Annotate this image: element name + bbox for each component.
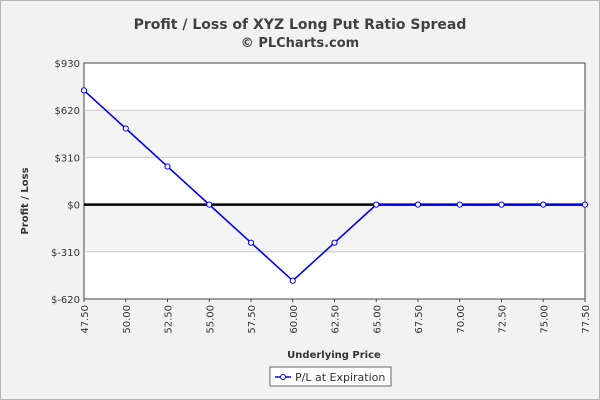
data-point[interactable]	[581, 201, 589, 208]
x-tick-label: 52.50	[164, 305, 175, 334]
chart-title: Profit / Loss of XYZ Long Put Ratio Spre…	[133, 17, 467, 33]
y-tick-label: $310	[55, 153, 80, 164]
y-tick-label: $-620	[51, 295, 80, 306]
chart-subtitle: © PLCharts.com	[240, 36, 360, 51]
y-axis-title: Profit / Loss	[20, 167, 31, 234]
x-tick-label: 55.00	[205, 305, 216, 334]
x-tick-label: 70.00	[456, 305, 467, 334]
legend[interactable]: P/L at Expiration	[269, 366, 392, 387]
y-tick-label: $0	[67, 201, 80, 212]
series-group	[80, 87, 589, 284]
x-tick-label: 50.00	[122, 305, 133, 334]
y-tick-label: $620	[55, 106, 80, 117]
plot-area	[83, 62, 586, 300]
data-point[interactable]	[456, 201, 463, 208]
x-tick-label: 67.50	[414, 305, 425, 334]
legend-box	[269, 366, 392, 387]
x-tick-label: 65.00	[372, 305, 383, 334]
x-axis-title: Underlying Price	[287, 350, 381, 361]
data-point[interactable]	[540, 201, 547, 208]
data-point[interactable]	[206, 201, 213, 208]
data-point[interactable]	[331, 239, 338, 246]
x-tick-label: 77.50	[581, 305, 592, 334]
y-tick-label: $930	[55, 59, 80, 70]
grid-lines	[84, 109, 585, 253]
data-point[interactable]	[80, 87, 88, 94]
x-tick-label: 57.50	[247, 305, 258, 334]
data-point[interactable]	[414, 201, 422, 208]
plot-bands	[84, 110, 585, 252]
data-point[interactable]	[247, 239, 255, 246]
legend-marker-icon	[280, 374, 286, 380]
legend-label: P/L at Expiration	[295, 371, 385, 384]
x-tick-label: 72.50	[498, 305, 509, 334]
data-point[interactable]	[122, 125, 129, 132]
x-tick-label: 47.50	[80, 305, 91, 334]
data-point[interactable]	[498, 201, 505, 208]
y-tick-label: $-310	[51, 248, 80, 259]
x-axis-ticks: 47.50 50.00 52.50 55.00 57.50 60.00 62.50 65.00…	[80, 299, 592, 334]
y-axis-ticks: $930 $620 $310 $0 $-310 $-620	[51, 59, 80, 306]
data-point[interactable]	[289, 277, 296, 284]
x-tick-label: 60.00	[289, 305, 300, 334]
data-point[interactable]	[164, 163, 171, 170]
x-tick-label: 75.00	[539, 305, 550, 334]
plot-band	[84, 110, 585, 158]
data-point[interactable]	[373, 201, 380, 208]
x-tick-label: 62.50	[331, 305, 342, 334]
